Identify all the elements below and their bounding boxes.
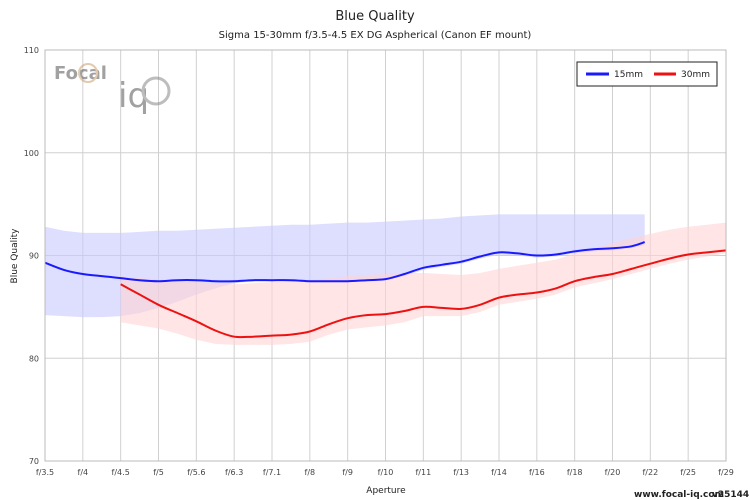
x-tick-label: f/25 (680, 468, 696, 477)
plot-area-border (44, 49, 727, 462)
x-tick-label: f/3.5 (36, 468, 54, 477)
x-tick-label: f/5 (153, 468, 164, 477)
logo-brand-word: Focal (54, 63, 107, 84)
y-tick-label: 100 (24, 149, 39, 158)
x-tick-label: f/4 (78, 468, 89, 477)
y-tick-label: 70 (29, 457, 39, 466)
x-tick-label: f/16 (529, 468, 545, 477)
x-tick-label: f/4.5 (112, 468, 130, 477)
series-line-30mm (120, 249, 727, 339)
chart-title: Blue Quality (335, 9, 415, 24)
x-tick-label: f/11 (415, 468, 431, 477)
series-lines (44, 241, 727, 339)
x-tick-label: f/18 (567, 468, 583, 477)
y-tick-label: 90 (29, 252, 39, 261)
legend: 15mm 30mm (576, 61, 718, 87)
x-tick-label: f/20 (605, 468, 621, 477)
x-tick-label: f/5.6 (187, 468, 205, 477)
x-axis-ticks: f/3.5 f/4 f/4.5 f/5 f/5.6 f/6.3 f/7.1 f/8 f/9 f/1… (36, 468, 734, 477)
x-tick-label: f/13 (453, 468, 469, 477)
x-tick-label: f/29 (718, 468, 734, 477)
x-tick-label: f/22 (642, 468, 658, 477)
footer-version: v25144 (712, 490, 749, 500)
band-30mm (120, 222, 726, 345)
x-tick-label: f/10 (378, 468, 394, 477)
x-tick-label: f/8 (305, 468, 316, 477)
x-tick-label: f/7.1 (263, 468, 281, 477)
footer-url: www.focal-iq.com (634, 490, 724, 500)
chart-subtitle: Sigma 15-30mm f/3.5-4.5 EX DG Aspherical… (219, 30, 532, 41)
x-tick-label: f/9 (342, 468, 353, 477)
x-tick-label: f/14 (491, 468, 507, 477)
x-tick-label: f/6.3 (225, 468, 243, 477)
y-axis-label: Blue Quality (10, 228, 20, 284)
logo-aperture-icon (141, 76, 171, 106)
y-tick-label: 110 (24, 46, 39, 55)
legend-label-30mm: 30mm (681, 70, 710, 80)
x-axis-label: Aperture (366, 486, 406, 496)
series-line-15mm (44, 241, 646, 283)
logo-aperture-ring-icon (78, 63, 98, 83)
legend-label-15mm: 15mm (614, 70, 643, 80)
y-tick-label: 80 (29, 354, 39, 363)
confidence-bands (45, 214, 726, 345)
y-axis-ticks: 70 80 90 100 110 (24, 46, 39, 466)
focal-iq-logo: Focal iq (54, 63, 171, 116)
